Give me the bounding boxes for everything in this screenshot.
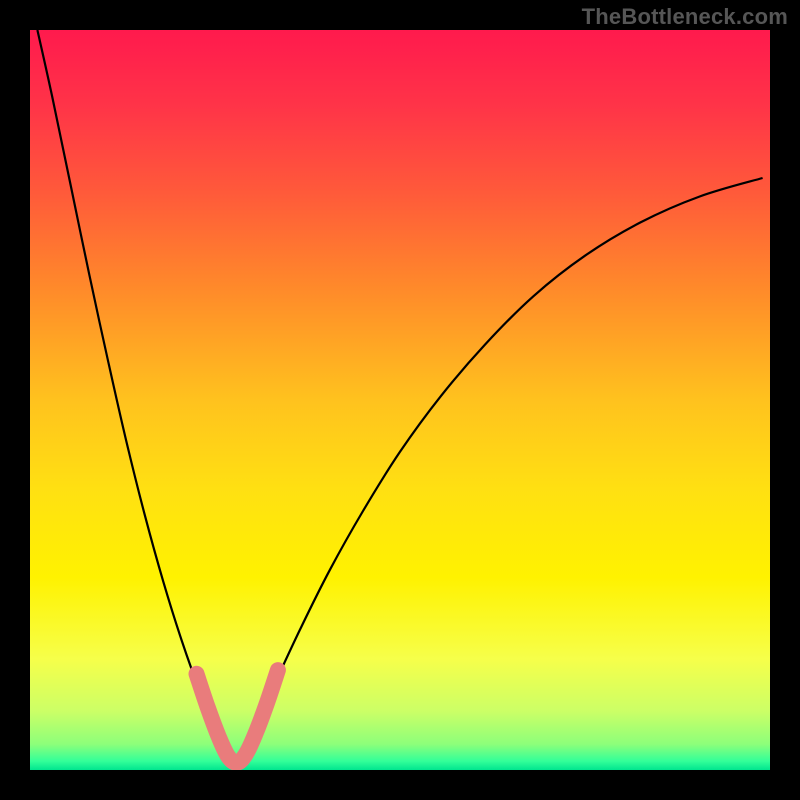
curve-right-branch	[234, 178, 763, 764]
curve-left-branch	[37, 30, 233, 764]
cusp-marker	[197, 670, 278, 763]
curve-layer	[30, 30, 770, 770]
plot-area	[30, 30, 770, 770]
chart-frame: TheBottleneck.com	[0, 0, 800, 800]
watermark-text: TheBottleneck.com	[582, 4, 788, 30]
